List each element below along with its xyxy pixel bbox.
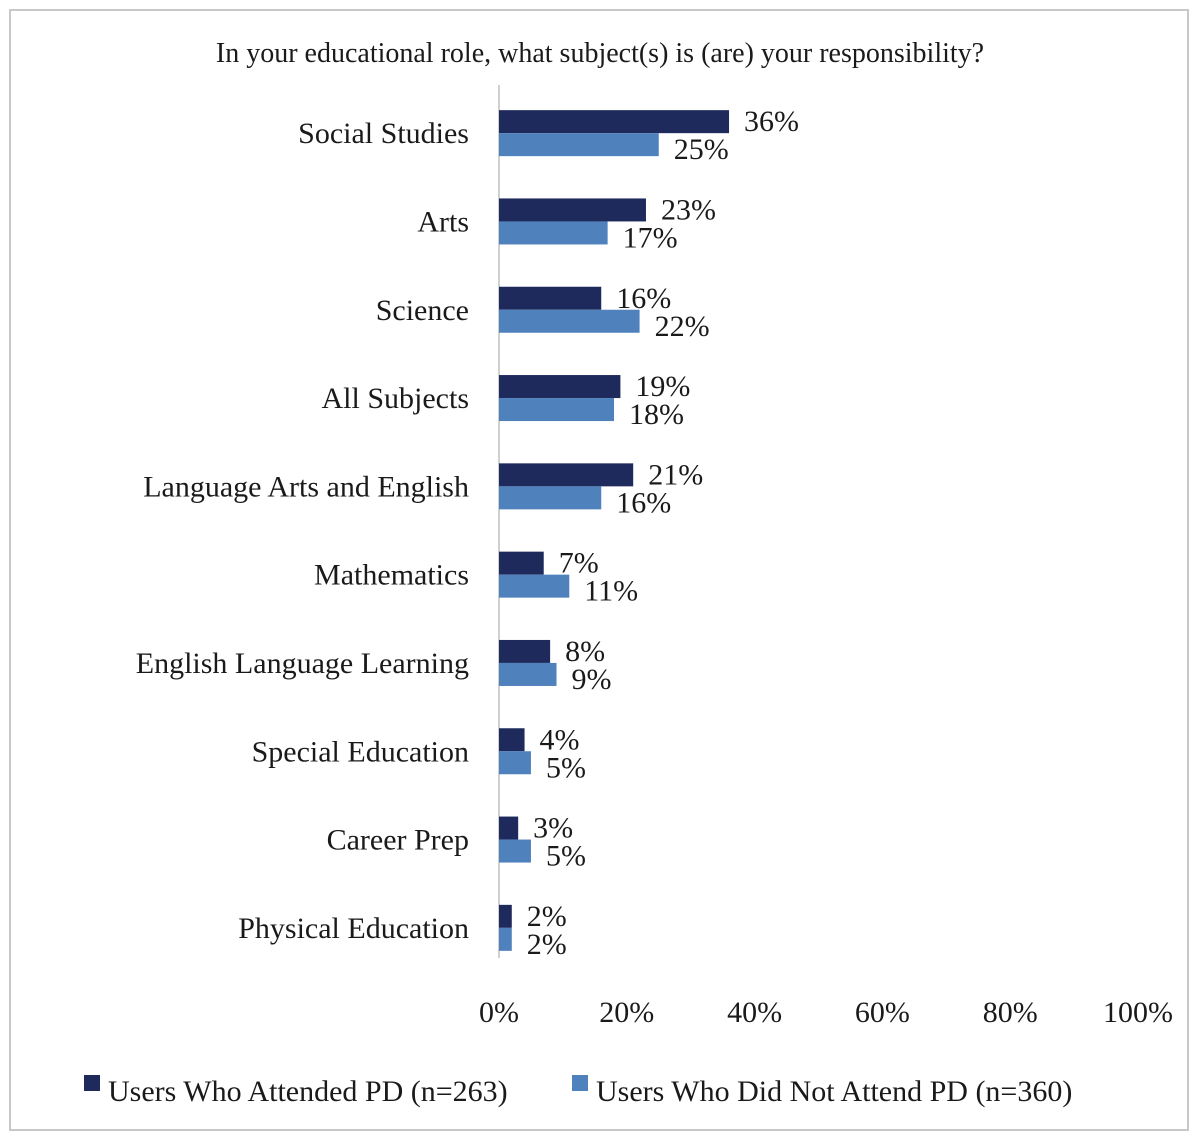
data-label: 16% (616, 282, 671, 315)
bar-attended (499, 728, 525, 752)
bar-attended (499, 904, 512, 928)
data-label: 22% (655, 310, 710, 343)
category-label: Mathematics (314, 559, 469, 592)
data-label: 36% (744, 105, 799, 138)
data-label: 5% (546, 751, 586, 784)
bar-attended (499, 463, 634, 487)
data-label: 25% (674, 133, 729, 166)
x-tick-label: 100% (1103, 996, 1173, 1029)
x-tick-label: 60% (855, 996, 910, 1029)
bar-attended (499, 375, 621, 399)
bar-not-attended (499, 221, 608, 245)
data-label: 19% (635, 370, 690, 403)
category-label: Career Prep (327, 824, 469, 857)
data-label: 8% (565, 635, 605, 668)
category-label: English Language Learning (136, 647, 469, 680)
bar-attended (499, 816, 519, 840)
data-label: 16% (616, 486, 671, 519)
data-label: 5% (546, 840, 586, 873)
bar-attended (499, 639, 551, 663)
legend-swatch-attended (84, 1075, 100, 1091)
bar-not-attended (499, 398, 615, 422)
category-label: All Subjects (322, 382, 470, 415)
category-label: Language Arts and English (143, 470, 469, 503)
bar-not-attended (499, 309, 640, 333)
bar-not-attended (499, 486, 602, 510)
bar-attended (499, 551, 544, 575)
category-label: Special Education (252, 735, 469, 768)
category-label: Physical Education (238, 912, 469, 945)
x-tick-label: 0% (479, 996, 519, 1029)
bar-not-attended (499, 927, 512, 951)
x-tick-label: 20% (599, 996, 654, 1029)
bar-not-attended (499, 751, 531, 775)
category-label: Arts (417, 205, 469, 238)
bar-not-attended (499, 133, 659, 157)
x-tick-label: 40% (727, 996, 782, 1029)
legend-label: Users Who Attended PD (n=263) (108, 1075, 508, 1108)
data-label: 2% (527, 900, 567, 933)
data-label: 7% (559, 547, 599, 580)
data-label: 4% (540, 723, 580, 756)
legend-label: Users Who Did Not Attend PD (n=360) (596, 1075, 1072, 1108)
legend: Users Who Attended PD (n=263) Users Who D… (84, 1075, 1072, 1108)
bar-not-attended (499, 839, 531, 863)
category-label: Science (376, 294, 469, 327)
x-tick-label: 80% (983, 996, 1038, 1029)
chart-frame (9, 9, 1189, 1131)
data-label: 2% (527, 928, 567, 961)
data-label: 9% (572, 663, 612, 696)
data-label: 17% (623, 221, 678, 254)
data-label: 18% (629, 398, 684, 431)
data-label: 23% (661, 193, 716, 226)
plot-area: Social Studies 36% 25% Arts 23%17% Science 16%… (136, 85, 1173, 1029)
data-label: 21% (648, 458, 703, 491)
bar-not-attended (499, 662, 557, 686)
data-label: 11% (584, 575, 638, 608)
legend-swatch-not-attended (572, 1075, 588, 1091)
bar-not-attended (499, 574, 570, 598)
bar-attended (499, 198, 646, 222)
category-label: Social Studies (298, 117, 469, 150)
data-label: 3% (533, 812, 573, 845)
chart-title: In your educational role, what subject(s… (216, 38, 984, 69)
bar-attended (499, 110, 730, 134)
bar-attended (499, 286, 602, 310)
